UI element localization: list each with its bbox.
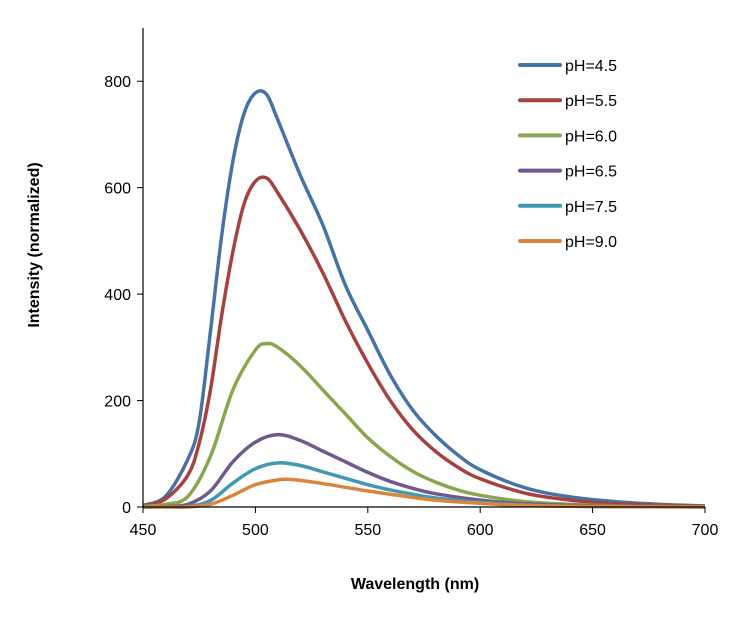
y-axis-label: Intensity (normalized) xyxy=(26,162,43,327)
y-tick-label: 400 xyxy=(104,287,131,304)
series-line-pH=9.0 xyxy=(142,477,706,509)
series-line-pH=5.5 xyxy=(142,175,706,509)
legend-label: pH=6.0 xyxy=(565,128,617,145)
x-axis-label: Wavelength (nm) xyxy=(351,576,479,593)
legend-label: pH=4.5 xyxy=(565,58,617,75)
y-tick-label: 200 xyxy=(104,394,131,411)
x-tick-label: 500 xyxy=(242,522,269,539)
y-tick-label: 0 xyxy=(122,500,131,517)
legend: pH=4.5 pH=5.5 pH=6.0 pH=6.5 pH=7.5 pH=9.0 xyxy=(518,58,617,251)
x-tick-label: 600 xyxy=(467,522,494,539)
x-tick-label: 650 xyxy=(579,522,606,539)
x-tick-label: 700 xyxy=(692,522,719,539)
series-layer xyxy=(142,89,706,509)
legend-label: pH=5.5 xyxy=(565,93,617,110)
legend-label: pH=6.5 xyxy=(565,164,617,181)
x-tick-label: 450 xyxy=(130,522,157,539)
y-tick-label: 800 xyxy=(104,74,131,91)
y-tick-label: 600 xyxy=(104,181,131,198)
legend-label: pH=9.0 xyxy=(565,234,617,251)
series-line-pH=4.5 xyxy=(142,89,706,508)
legend-label: pH=7.5 xyxy=(565,199,617,216)
x-tick-label: 550 xyxy=(354,522,381,539)
ticks: 450 500 550 600 650 700 0 200 400 600 800 xyxy=(104,74,718,539)
